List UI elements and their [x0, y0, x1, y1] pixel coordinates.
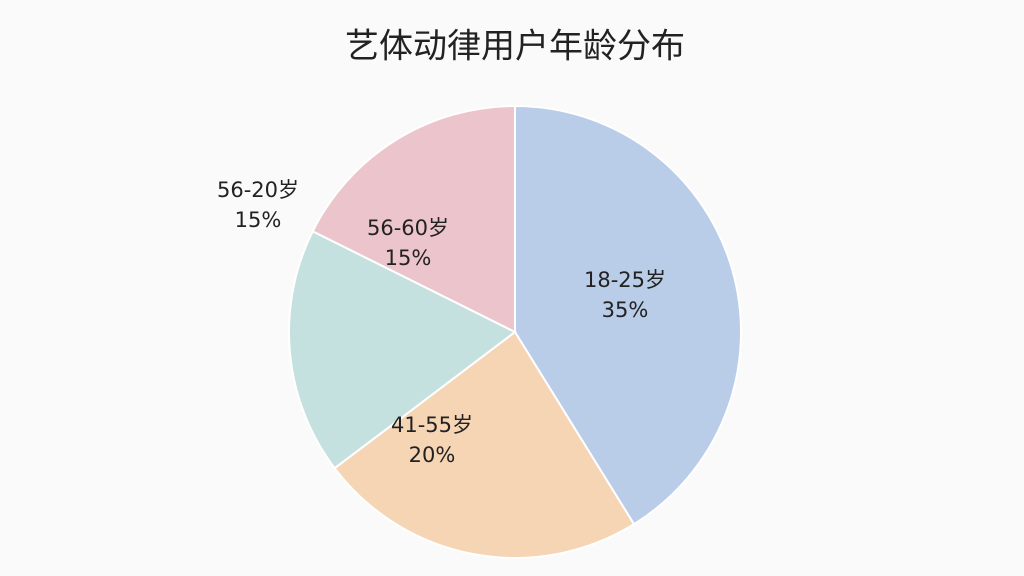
slice-value-label: 15%: [235, 208, 282, 232]
slice-label: 56-20岁: [217, 178, 299, 202]
slice-label: 56-60岁: [367, 216, 449, 240]
slice-label: 18-25岁: [584, 268, 666, 292]
pie-slice: [311, 104, 516, 334]
slice-label: 41-55岁: [391, 413, 473, 437]
slice-value-label: 35%: [602, 298, 649, 322]
pie-slice: [333, 330, 636, 559]
slice-value-label: 15%: [385, 246, 432, 270]
chart-title: 艺体动律用户年龄分布: [345, 27, 685, 67]
pie-slice: [288, 229, 517, 470]
slice-value-label: 20%: [409, 443, 456, 467]
pie-slice: [514, 104, 742, 526]
